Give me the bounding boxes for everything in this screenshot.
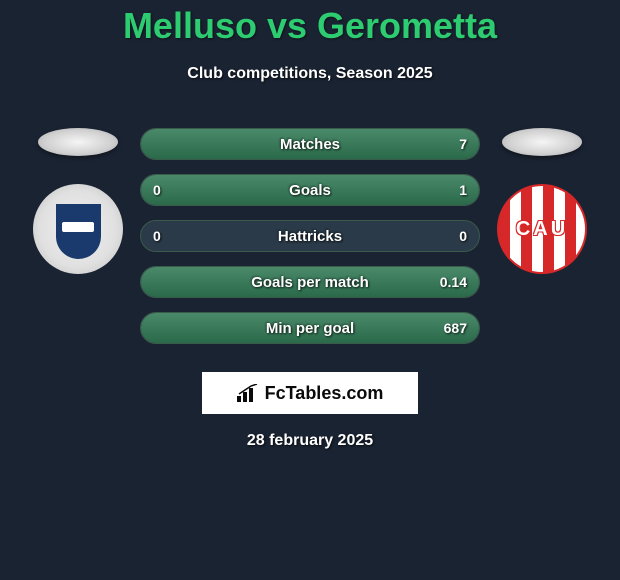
stat-goals-per-match: Goals per match 0.14 [140, 266, 480, 298]
stat-value-right: 687 [444, 320, 467, 336]
stat-label: Goals per match [141, 274, 479, 291]
stat-label: Hattricks [141, 228, 479, 245]
page-title: Melluso vs Gerometta [0, 5, 620, 47]
stat-value-right: 0.14 [440, 274, 467, 290]
player-right-placeholder [502, 128, 582, 156]
stat-label: Min per goal [141, 320, 479, 337]
comparison-card: Melluso vs Gerometta Club competitions, … [0, 0, 620, 450]
stat-value-right: 7 [459, 136, 467, 152]
stats-column: Matches 7 0 Goals 1 0 Hattricks 0 [140, 128, 480, 358]
content-row: Matches 7 0 Goals 1 0 Hattricks 0 [0, 128, 620, 358]
brand-text: FcTables.com [265, 383, 384, 404]
stat-matches: Matches 7 [140, 128, 480, 160]
stat-goals: 0 Goals 1 [140, 174, 480, 206]
chart-icon [237, 384, 259, 402]
club-logo-right [497, 184, 587, 274]
stat-value-right: 0 [459, 228, 467, 244]
stat-min-per-goal: Min per goal 687 [140, 312, 480, 344]
stat-value-right: 1 [459, 182, 467, 198]
brand-badge[interactable]: FcTables.com [202, 372, 418, 414]
club-logo-left [33, 184, 123, 274]
stat-label: Matches [141, 136, 479, 153]
player-left-column [28, 128, 128, 274]
stat-hattricks: 0 Hattricks 0 [140, 220, 480, 252]
player-right-column [492, 128, 592, 274]
page-subtitle: Club competitions, Season 2025 [0, 65, 620, 83]
stat-label: Goals [141, 182, 479, 199]
player-left-placeholder [38, 128, 118, 156]
footer-date: 28 february 2025 [0, 432, 620, 450]
